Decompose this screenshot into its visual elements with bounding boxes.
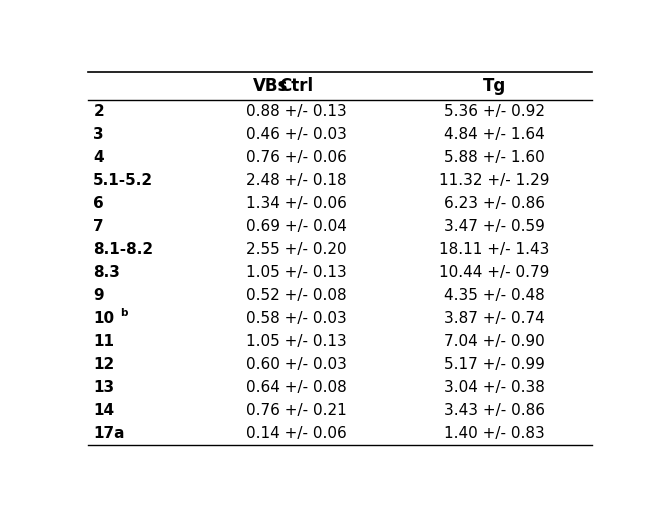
Text: 0.14 +/- 0.06: 0.14 +/- 0.06 [246, 426, 347, 441]
Text: 0.58 +/- 0.03: 0.58 +/- 0.03 [246, 311, 347, 327]
Text: 6.23 +/- 0.86: 6.23 +/- 0.86 [444, 196, 545, 211]
Text: 1.05 +/- 0.13: 1.05 +/- 0.13 [246, 265, 347, 280]
Text: 2.55 +/- 0.20: 2.55 +/- 0.20 [246, 242, 347, 258]
Text: 1.05 +/- 0.13: 1.05 +/- 0.13 [246, 334, 347, 349]
Text: 6: 6 [93, 196, 104, 211]
Text: 0.88 +/- 0.13: 0.88 +/- 0.13 [246, 104, 347, 119]
Text: 3: 3 [93, 127, 104, 142]
Text: 0.76 +/- 0.06: 0.76 +/- 0.06 [246, 150, 347, 165]
Text: 3.87 +/- 0.74: 3.87 +/- 0.74 [444, 311, 545, 327]
Text: 10.44 +/- 0.79: 10.44 +/- 0.79 [440, 265, 550, 280]
Text: 0.76 +/- 0.21: 0.76 +/- 0.21 [246, 403, 347, 418]
Text: 0.64 +/- 0.08: 0.64 +/- 0.08 [246, 380, 347, 396]
Text: 5.17 +/- 0.99: 5.17 +/- 0.99 [444, 357, 545, 372]
Text: 14: 14 [93, 403, 114, 418]
Text: 4: 4 [93, 150, 104, 165]
Text: 1.40 +/- 0.83: 1.40 +/- 0.83 [444, 426, 545, 441]
Text: 2.48 +/- 0.18: 2.48 +/- 0.18 [246, 173, 347, 188]
Text: 8.3: 8.3 [93, 265, 120, 280]
Text: 3.04 +/- 0.38: 3.04 +/- 0.38 [444, 380, 545, 396]
Text: 12: 12 [93, 357, 115, 372]
Text: 0.69 +/- 0.04: 0.69 +/- 0.04 [246, 219, 347, 234]
Text: 13: 13 [93, 380, 114, 396]
Text: 7: 7 [93, 219, 104, 234]
Text: 18.11 +/- 1.43: 18.11 +/- 1.43 [440, 242, 550, 258]
Text: 0.46 +/- 0.03: 0.46 +/- 0.03 [246, 127, 347, 142]
Text: b: b [120, 308, 127, 318]
Text: Tg: Tg [483, 77, 507, 95]
Text: 5.1-5.2: 5.1-5.2 [93, 173, 153, 188]
Text: 2: 2 [93, 104, 104, 119]
Text: 0.52 +/- 0.08: 0.52 +/- 0.08 [246, 288, 347, 303]
Text: 3.43 +/- 0.86: 3.43 +/- 0.86 [444, 403, 545, 418]
Text: 10: 10 [93, 311, 114, 327]
Text: 9: 9 [93, 288, 104, 303]
Text: 5.36 +/- 0.92: 5.36 +/- 0.92 [444, 104, 545, 119]
Text: 4.84 +/- 1.64: 4.84 +/- 1.64 [444, 127, 545, 142]
Text: 11: 11 [93, 334, 114, 349]
Text: Ctrl: Ctrl [280, 77, 313, 95]
Text: 0.60 +/- 0.03: 0.60 +/- 0.03 [246, 357, 347, 372]
Text: 17a: 17a [93, 426, 125, 441]
Text: 8.1-8.2: 8.1-8.2 [93, 242, 153, 258]
Text: 5.88 +/- 1.60: 5.88 +/- 1.60 [444, 150, 545, 165]
Text: 7.04 +/- 0.90: 7.04 +/- 0.90 [444, 334, 545, 349]
Text: 1.34 +/- 0.06: 1.34 +/- 0.06 [246, 196, 347, 211]
Text: 4.35 +/- 0.48: 4.35 +/- 0.48 [444, 288, 545, 303]
Text: 3.47 +/- 0.59: 3.47 +/- 0.59 [444, 219, 545, 234]
Text: VBs: VBs [253, 77, 289, 95]
Text: 11.32 +/- 1.29: 11.32 +/- 1.29 [440, 173, 550, 188]
